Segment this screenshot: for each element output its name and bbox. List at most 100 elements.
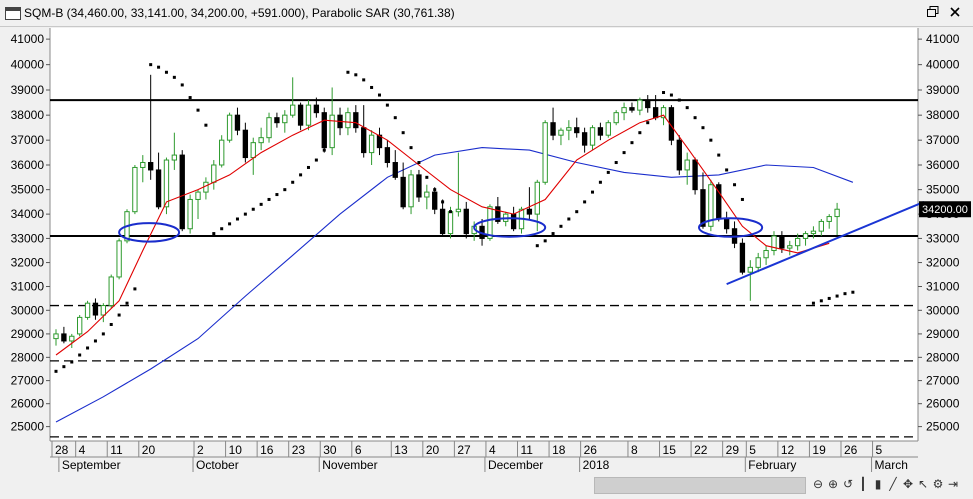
- sar-dot: [591, 190, 595, 194]
- candle-up: [810, 230, 817, 235]
- candle-up: [802, 233, 809, 239]
- sar-dot: [275, 193, 279, 197]
- y-tick-label-left: 36000: [11, 158, 45, 172]
- sar-dot: [827, 296, 831, 300]
- y-tick-label-right: 27000: [926, 374, 960, 388]
- sar-dot: [701, 126, 705, 130]
- sar-dot: [188, 96, 192, 100]
- y-tick-label-left: 41000: [11, 32, 45, 46]
- candle-down: [463, 208, 469, 235]
- candle-down: [700, 189, 706, 227]
- candle-up: [818, 220, 824, 232]
- sar-dot: [385, 103, 389, 107]
- candle-down: [495, 206, 501, 222]
- sar-dot: [62, 365, 66, 369]
- sar-dot: [283, 188, 287, 192]
- scroll-end-icon[interactable]: ⇥: [947, 477, 959, 491]
- candle-down: [361, 127, 367, 154]
- candle-down: [723, 218, 730, 230]
- reset-icon[interactable]: ↺: [842, 477, 854, 491]
- sar-dot: [86, 346, 90, 350]
- candle-down: [629, 107, 635, 111]
- sar-dot: [551, 232, 555, 236]
- x-month-label: October: [196, 458, 239, 472]
- candle-down: [148, 162, 154, 171]
- sar-dot: [583, 200, 587, 204]
- sar-dot: [851, 290, 855, 294]
- candle-down: [526, 208, 533, 215]
- blue-moving-average: [55, 147, 854, 423]
- sar-dot: [630, 141, 634, 145]
- sar-dot: [725, 168, 729, 172]
- candle-style-icon[interactable]: ▮: [874, 477, 882, 491]
- candle-down: [779, 235, 785, 249]
- sar-dot: [370, 85, 374, 89]
- candle-up: [787, 245, 793, 249]
- sar-dot: [306, 165, 310, 169]
- chart-window-icon: [5, 7, 21, 20]
- y-tick-label-left: 34000: [11, 207, 45, 221]
- scrollbar-thumb[interactable]: [594, 477, 806, 494]
- x-day-label: 5: [749, 443, 756, 457]
- x-day-label: 4: [489, 443, 496, 457]
- crosshair-icon[interactable]: ✥: [902, 477, 914, 491]
- zoom-out-icon[interactable]: ⊖: [812, 477, 824, 491]
- x-day-label: 2: [197, 443, 204, 457]
- last-price-tag: 34200.00: [919, 201, 971, 218]
- candle-down: [321, 112, 327, 149]
- sar-dot: [811, 301, 815, 305]
- price-chart[interactable]: 41000 41000 40000 40000 39000 39000 38000 38000…: [0, 26, 973, 472]
- candle-up: [621, 107, 627, 114]
- y-axis: 41000 41000 40000 40000 39000 39000 38000 38000…: [11, 32, 960, 433]
- candle-up: [163, 159, 170, 208]
- candle-down: [676, 139, 682, 171]
- bar-style-icon[interactable]: ┃: [859, 477, 867, 491]
- y-tick-label-left: 26000: [11, 397, 45, 411]
- restore-button[interactable]: [924, 4, 942, 20]
- zoom-in-icon[interactable]: ⊕: [827, 477, 839, 491]
- sar-dot: [614, 161, 618, 165]
- sar-dot: [417, 161, 421, 165]
- candle-up: [226, 114, 233, 141]
- sar-dot: [78, 353, 82, 357]
- candle-up: [826, 216, 832, 222]
- sar-dot: [709, 138, 713, 142]
- pointer-icon[interactable]: ↖: [917, 477, 929, 491]
- candle-up: [534, 181, 540, 215]
- sar-dot: [362, 78, 366, 82]
- right-axis-panel: [918, 28, 973, 441]
- y-tick-label-left: 25000: [11, 420, 45, 434]
- close-button[interactable]: [946, 4, 964, 20]
- sar-dot: [662, 91, 666, 95]
- candle-down: [274, 117, 280, 124]
- x-month-label: December: [488, 458, 543, 472]
- sar-dot: [733, 183, 737, 187]
- candle-up: [171, 154, 178, 161]
- candle-up: [140, 162, 146, 168]
- sar-dot: [543, 239, 547, 243]
- candle-up: [329, 114, 335, 149]
- candle-up: [834, 208, 840, 218]
- horizontal-scrollbar[interactable]: [0, 472, 973, 499]
- candle-up: [77, 316, 83, 335]
- y-tick-label-left: 28000: [11, 350, 45, 364]
- settings-icon[interactable]: ⚙: [932, 477, 944, 491]
- y-tick-label-left: 38000: [11, 108, 45, 122]
- candle-up: [637, 99, 643, 111]
- red-moving-average: [55, 114, 830, 356]
- sar-dot: [180, 83, 184, 87]
- x-day-label: 29: [726, 443, 740, 457]
- sar-dot: [638, 131, 642, 135]
- sar-dot: [693, 116, 697, 120]
- line-style-icon[interactable]: ╱: [889, 477, 897, 491]
- window-titlebar: SQM-B (34,460.00, 33,141.00, 34,200.00, …: [0, 0, 973, 27]
- sar-dot: [441, 200, 445, 204]
- candle-down: [353, 112, 359, 129]
- y-tick-label-right: 39000: [926, 83, 960, 97]
- blue-ma-line: [55, 147, 854, 423]
- candle-up: [408, 174, 414, 208]
- close-icon: [950, 7, 960, 17]
- candle-up: [305, 104, 312, 126]
- candle-up: [100, 305, 107, 316]
- x-axis: 28 4 11 20 2 10 16 23 30 6 13 20 27 4 11 18 26 8 15 22 29 5 12…: [51, 441, 908, 472]
